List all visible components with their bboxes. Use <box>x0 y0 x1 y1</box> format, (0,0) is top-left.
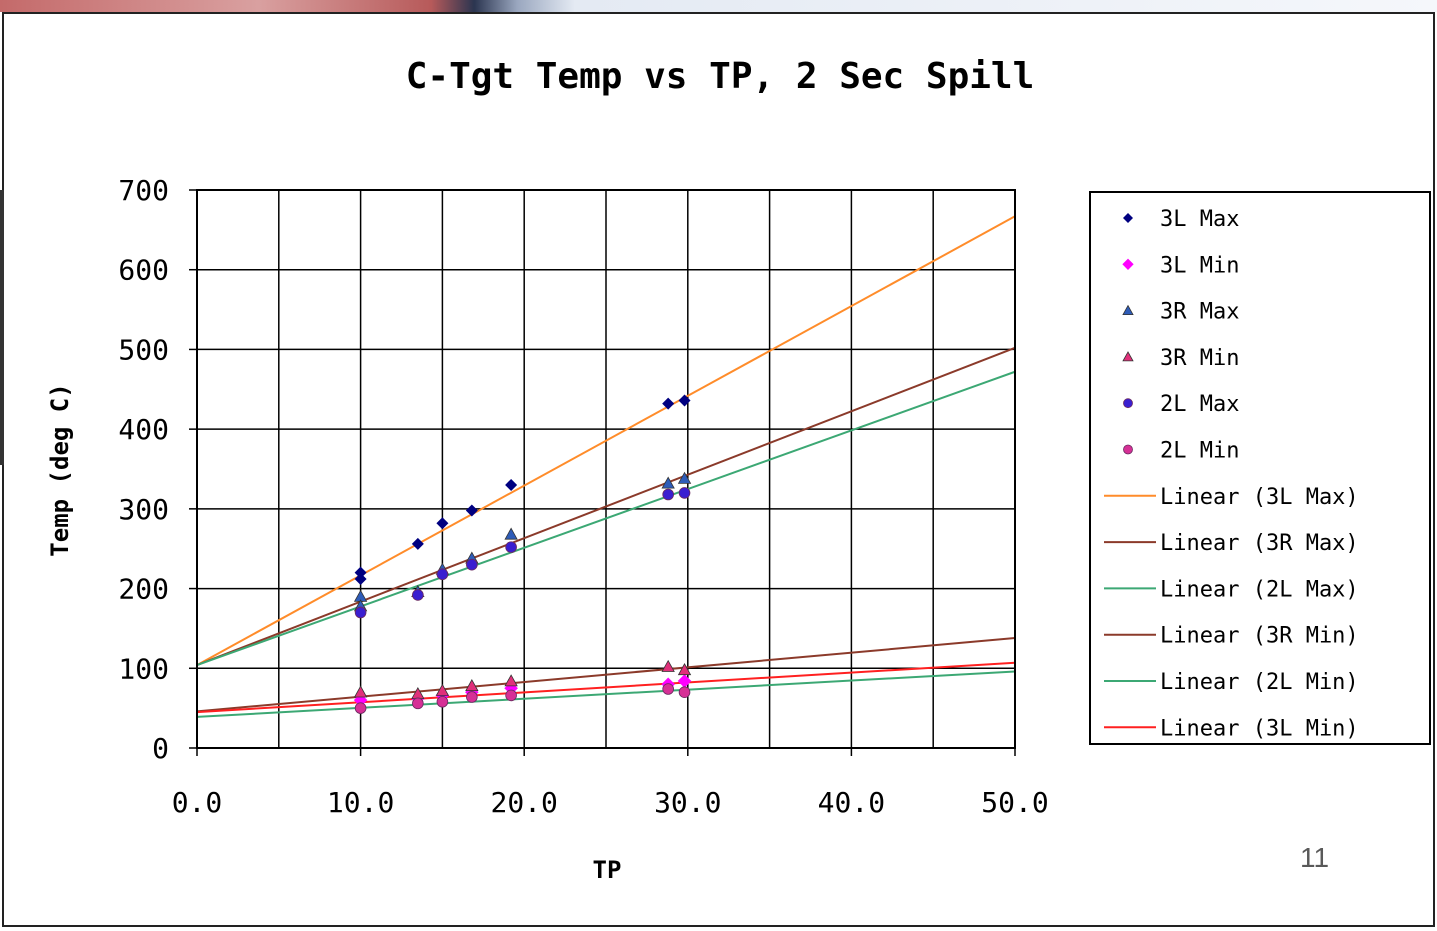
legend-marker <box>1122 258 1134 270</box>
data-point <box>436 695 449 708</box>
legend-label: 3R Min <box>1160 346 1239 371</box>
legend-label: Linear (3L Max) <box>1160 485 1359 510</box>
data-point <box>353 685 368 698</box>
data-point <box>678 487 691 499</box>
chart-markers <box>353 394 692 714</box>
slide-left-mark <box>0 190 4 465</box>
trendline <box>196 670 1016 718</box>
chart-legend: 3L Max 3L Min 3R Max 3R Min 2L Max 2L Min Line… <box>1089 191 1431 745</box>
x-tick-label: 50.0 <box>981 786 1048 819</box>
legend-box <box>1089 191 1431 745</box>
data-point <box>678 686 691 698</box>
data-point <box>412 697 424 710</box>
y-tick-label: 400 <box>118 413 169 446</box>
data-point <box>411 686 425 699</box>
data-point <box>504 527 518 540</box>
data-point <box>466 558 478 571</box>
legend-marker <box>1123 444 1133 455</box>
chart-trendlines <box>196 215 1016 718</box>
x-tick-label: 0.0 <box>172 786 223 819</box>
y-tick-label: 100 <box>118 652 169 685</box>
trendline <box>196 661 1016 714</box>
y-tick-label: 200 <box>118 573 169 606</box>
legend-marker <box>1123 398 1133 409</box>
data-point <box>505 689 517 702</box>
data-point <box>412 589 424 601</box>
y-tick-label: 700 <box>118 174 169 207</box>
chart-title: C-Tgt Temp vs TP, 2 Sec Spill <box>406 56 1035 97</box>
plot-area-border <box>196 189 1016 749</box>
data-point <box>411 537 424 550</box>
x-tick-label: 10.0 <box>327 786 394 819</box>
data-point <box>465 504 478 517</box>
legend-label: 2L Max <box>1160 392 1239 417</box>
data-point <box>662 683 674 695</box>
legend-label: 2L Min <box>1160 439 1239 464</box>
data-point <box>677 471 692 484</box>
data-point <box>662 488 674 501</box>
legend-label: Linear (2L Min) <box>1160 670 1359 695</box>
legend-label: 3L Min <box>1160 253 1239 278</box>
x-tick-label: 40.0 <box>818 786 885 819</box>
y-tick-label: 500 <box>118 333 169 366</box>
legend-marker <box>1123 213 1133 223</box>
data-point <box>678 394 691 407</box>
data-point <box>354 573 367 586</box>
data-point <box>661 476 675 489</box>
data-point <box>435 683 450 696</box>
legend-label: Linear (3R Max) <box>1160 531 1359 556</box>
y-axis-title: Temp (deg C) <box>46 383 74 556</box>
data-point <box>505 541 517 553</box>
data-point <box>354 606 367 619</box>
legend-marker <box>1122 304 1134 316</box>
page-number: 11 <box>1300 842 1330 873</box>
x-axis-title: TP <box>593 856 622 884</box>
trendline <box>196 636 1016 713</box>
y-tick-label: 600 <box>118 254 169 287</box>
y-tick-label: 300 <box>118 493 169 526</box>
data-point <box>354 566 367 579</box>
legend-marker <box>1122 351 1134 362</box>
trendline <box>196 346 1016 667</box>
data-point <box>354 702 367 714</box>
chart-grid <box>196 189 1016 749</box>
x-tick-label: 30.0 <box>654 786 721 819</box>
data-point <box>662 397 675 410</box>
data-point <box>436 568 449 581</box>
trendline <box>196 215 1016 666</box>
legend-label: Linear (2L Max) <box>1160 577 1359 602</box>
data-point <box>505 478 518 491</box>
x-axis-ticks: 0.0 10.0 20.0 30.0 40.0 50.0 <box>172 748 1049 819</box>
legend-label: 3L Max <box>1160 207 1239 232</box>
data-point <box>661 659 675 672</box>
y-axis-ticks: 0 100 200 300 400 500 600 700 <box>118 174 197 765</box>
x-tick-label: 20.0 <box>490 786 557 819</box>
legend-label: 3R Max <box>1160 300 1239 325</box>
data-point <box>436 517 449 530</box>
trendline <box>196 370 1016 667</box>
data-point <box>466 691 478 703</box>
data-point <box>465 678 479 692</box>
data-point <box>677 674 692 688</box>
y-tick-label: 0 <box>152 732 169 765</box>
slide-top-strip <box>0 0 1437 12</box>
legend-label: Linear (3R Min) <box>1160 624 1359 649</box>
legend-label: Linear (3L Min) <box>1160 716 1359 741</box>
data-point <box>677 663 692 676</box>
data-point <box>504 674 518 687</box>
